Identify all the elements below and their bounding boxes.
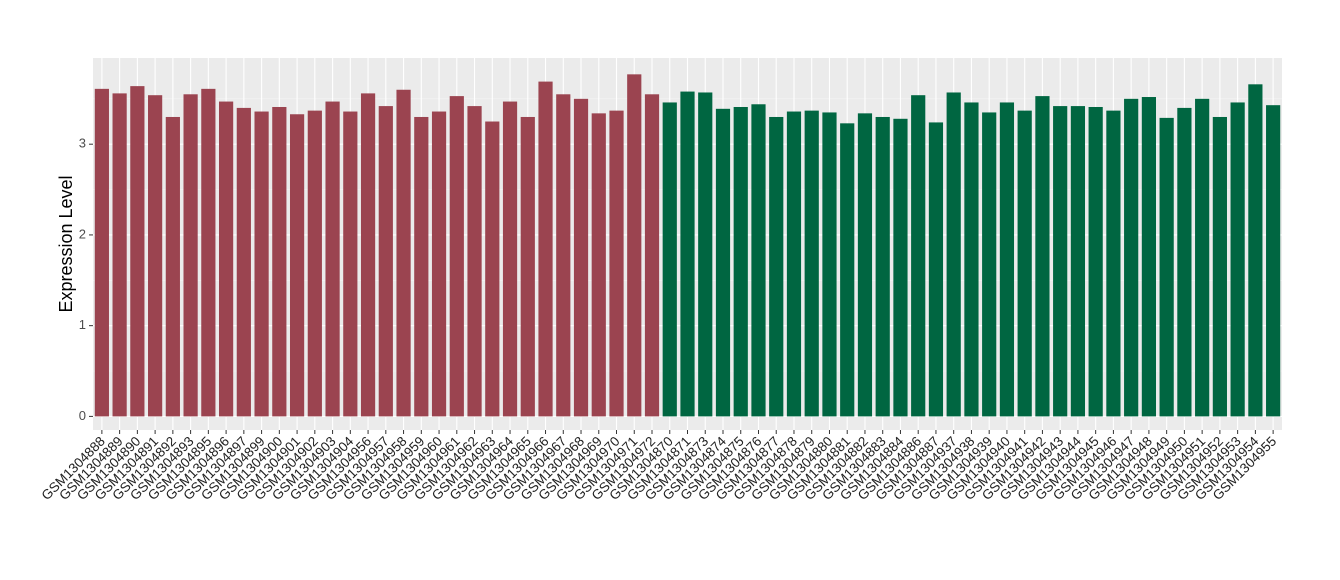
bar [715,108,731,417]
bar [911,95,926,417]
bar [840,123,855,417]
bar [875,116,890,417]
bar [893,118,908,417]
bar [680,91,695,417]
bar [254,111,269,417]
bar [1266,105,1281,417]
bar [485,121,500,417]
bar [414,116,429,417]
bar [928,122,944,417]
bar [360,93,376,417]
bar [431,111,447,417]
bar [165,116,180,417]
bar [378,106,393,417]
bar [982,112,997,417]
bar [857,113,873,417]
bar [112,93,127,417]
bar [609,110,624,417]
bar [556,94,571,417]
bar [662,102,677,417]
bar [751,104,766,417]
bar [1195,98,1210,417]
bar [999,102,1015,417]
bar [449,96,464,417]
bar [307,110,322,417]
bar [183,94,198,417]
bar [573,98,589,417]
bar [467,106,482,417]
bar [946,92,961,417]
bar [148,95,163,417]
bar [698,92,713,417]
y-tick-label: 2 [79,226,86,241]
bar [1124,98,1139,417]
y-tick-label: 1 [79,317,86,332]
bar [1106,110,1121,417]
bar [325,101,340,417]
bar [733,106,748,417]
bar [1070,106,1086,417]
bar [822,112,837,417]
bar [1212,116,1227,417]
bar [236,107,251,417]
bar [201,88,216,417]
bar [538,81,553,417]
bar [218,101,234,417]
bar [289,114,305,417]
y-axis-label: Expression Level [56,175,76,312]
bar [396,89,411,417]
bar [130,86,145,417]
bar [1035,96,1050,417]
bar [1177,107,1192,417]
bar [1230,102,1245,417]
y-tick-label: 3 [79,136,86,151]
bar [1248,84,1263,417]
bar [1053,106,1068,417]
bar [520,116,535,417]
bar [1159,117,1174,417]
bar [591,113,606,417]
bar [1017,110,1032,417]
bar [94,88,109,417]
bar [1141,97,1157,417]
bar [272,106,287,417]
bar [502,101,518,417]
bar [1088,106,1103,417]
bar [804,110,819,417]
bar [343,111,358,417]
bar [786,111,802,417]
y-tick-label: 0 [79,408,86,423]
bar [769,116,784,417]
bar [964,102,979,417]
bar [644,94,660,417]
bar [627,74,642,417]
